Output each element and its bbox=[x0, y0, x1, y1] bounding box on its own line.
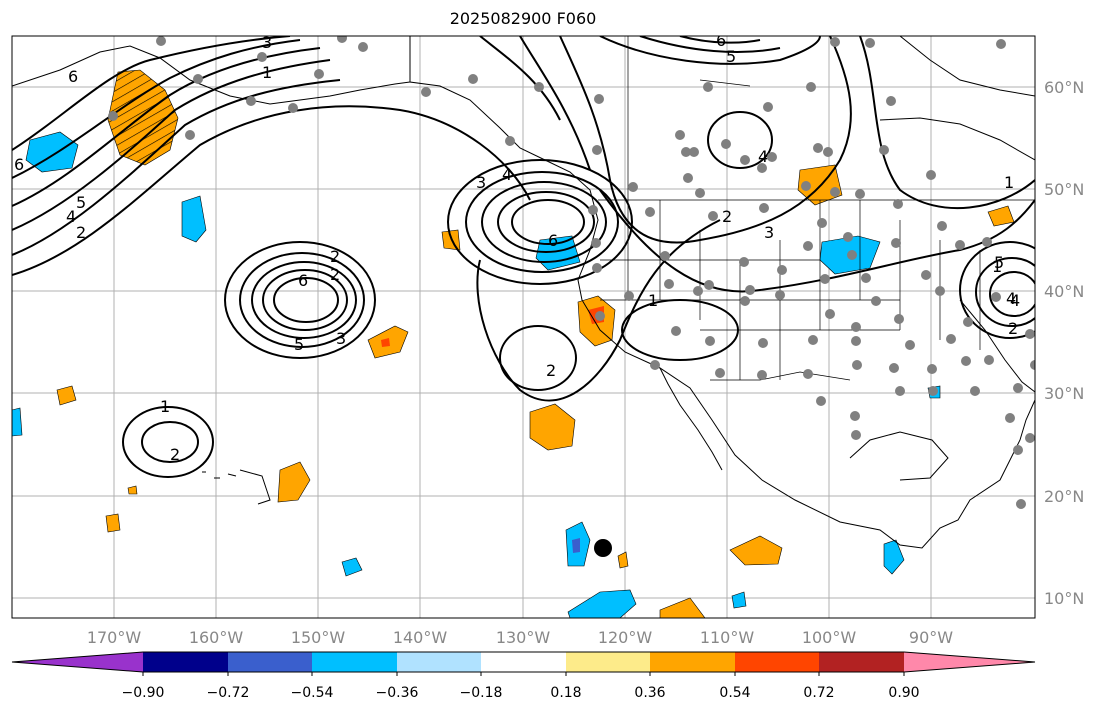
colorbar-tick: 0.90 bbox=[888, 685, 919, 701]
colorbar-tick: −0.54 bbox=[291, 685, 334, 701]
state-borders bbox=[598, 36, 1035, 381]
lon-label: 160°W bbox=[189, 628, 244, 647]
longitude-labels: 170°W 160°W 150°W 140°W 130°W 120°W 110°… bbox=[87, 628, 953, 647]
lat-label: 30°N bbox=[1044, 384, 1084, 403]
contour-label: 2 bbox=[1008, 319, 1018, 338]
contour-label: 1 bbox=[160, 397, 170, 416]
map-title: 2025082900 F060 bbox=[449, 9, 597, 28]
lon-label: 170°W bbox=[87, 628, 142, 647]
storm-center-marker bbox=[594, 539, 612, 557]
lon-label: 100°W bbox=[802, 628, 857, 647]
contour-label: 1 bbox=[262, 63, 272, 82]
lat-label: 20°N bbox=[1044, 487, 1084, 506]
contour-label: 2 bbox=[722, 207, 732, 226]
colorbar-tick: 0.72 bbox=[803, 685, 834, 701]
coastlines bbox=[12, 36, 1035, 549]
contour-label: 5 bbox=[294, 335, 304, 354]
contour-label: 3 bbox=[336, 329, 346, 348]
lon-label: 140°W bbox=[393, 628, 448, 647]
latitude-labels: 60°N 50°N 40°N 30°N 20°N 10°N bbox=[1044, 78, 1084, 608]
colorbar-segment bbox=[819, 652, 904, 672]
contour-label: 5 bbox=[994, 253, 1004, 272]
lon-label: 130°W bbox=[496, 628, 551, 647]
contour-label-group: 6 3 1 5 4 2 6 2 2 6 5 3 3 4 6 2 1 2 1 2 … bbox=[14, 31, 1020, 464]
map-area: 6 3 1 5 4 2 6 2 2 6 5 3 3 4 6 2 1 2 1 2 … bbox=[12, 31, 1035, 618]
colorbar-extend-high bbox=[904, 652, 1035, 672]
contour-label: 4 bbox=[758, 147, 768, 166]
contour-label: 3 bbox=[262, 33, 272, 52]
lat-label: 60°N bbox=[1044, 78, 1084, 97]
colorbar-tick: 0.18 bbox=[550, 685, 581, 701]
colorbar-tick: −0.72 bbox=[207, 685, 250, 701]
map-frame bbox=[11, 35, 1036, 619]
colorbar-segment bbox=[481, 652, 566, 672]
colorbar-extend-low bbox=[12, 652, 143, 672]
contour-label: 6 bbox=[298, 271, 308, 290]
lon-label: 150°W bbox=[291, 628, 346, 647]
lat-label: 10°N bbox=[1044, 589, 1084, 608]
colorbar-segment bbox=[735, 652, 819, 672]
contour-label: 4 bbox=[1010, 291, 1020, 310]
contour-label: 1 bbox=[1004, 173, 1014, 192]
contour-label: 4 bbox=[1006, 289, 1016, 308]
contour-label: 1 bbox=[992, 257, 1002, 276]
colorbar-segment bbox=[228, 652, 312, 672]
colorbar bbox=[11, 651, 1036, 676]
contour-label: 6 bbox=[68, 67, 78, 86]
colorbar-segment bbox=[143, 652, 228, 672]
lat-label: 40°N bbox=[1044, 282, 1084, 301]
colorbar-segment bbox=[566, 652, 650, 672]
colorbar-segment bbox=[397, 652, 481, 672]
contour-label: 4 bbox=[502, 165, 512, 184]
colorbar-tick: −0.36 bbox=[376, 685, 419, 701]
contour-label: 2 bbox=[170, 445, 180, 464]
lat-label: 50°N bbox=[1044, 180, 1084, 199]
contour-label: 5 bbox=[726, 47, 736, 66]
contour-label: 2 bbox=[546, 361, 556, 380]
lon-label: 120°W bbox=[598, 628, 653, 647]
lon-label: 90°W bbox=[909, 628, 953, 647]
colorbar-tick: −0.18 bbox=[460, 685, 503, 701]
contour-label: 1 bbox=[648, 291, 658, 310]
contour-label: 2 bbox=[330, 265, 340, 284]
colorbar-tick: 0.54 bbox=[719, 685, 750, 701]
colorbar-segment bbox=[650, 652, 735, 672]
colorbar-ticks: −0.90 −0.72 −0.54 −0.36 −0.18 0.18 0.36 … bbox=[122, 685, 920, 701]
contour-label: 6 bbox=[14, 155, 24, 174]
contour-label: 2 bbox=[330, 247, 340, 266]
contour-label: 2 bbox=[76, 223, 86, 242]
station-markers bbox=[108, 36, 1035, 509]
contour-label: 3 bbox=[764, 223, 774, 242]
colorbar-segment bbox=[312, 652, 397, 672]
contour-label: 6 bbox=[716, 31, 726, 50]
contour-label: 5 bbox=[76, 193, 86, 212]
contour-lines bbox=[12, 36, 1035, 478]
contour-label: 4 bbox=[66, 207, 76, 226]
contour-label: 6 bbox=[548, 231, 558, 250]
lon-label: 110°W bbox=[700, 628, 755, 647]
contour-label: 3 bbox=[476, 173, 486, 192]
colorbar-tick: 0.36 bbox=[634, 685, 665, 701]
colorbar-tick: −0.90 bbox=[122, 685, 165, 701]
